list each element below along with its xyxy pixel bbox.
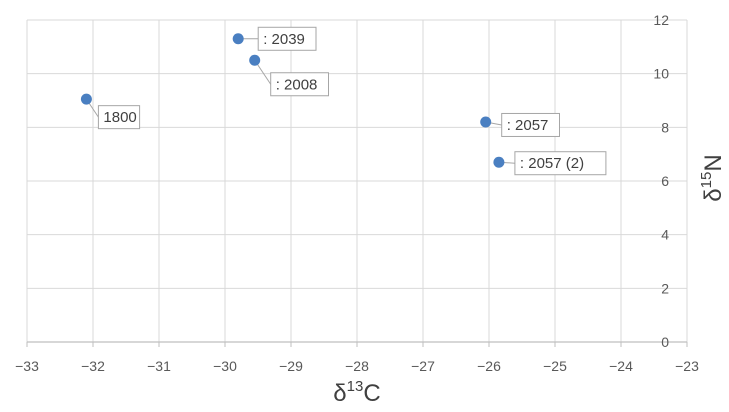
x-tick-labels: −33 −32 −31 −30 −29 −28 −27 −26 −25 −24 −23 [15, 358, 699, 374]
x-tick-label: −33 [15, 358, 39, 374]
data-label-box [270, 72, 330, 97]
data-label-text: 1800 [103, 109, 136, 126]
x-tick-label: −24 [609, 358, 633, 374]
grid [26, 19, 688, 347]
x-tick-label: −23 [675, 358, 699, 374]
data-label-box [257, 26, 317, 51]
x-tick-label: −30 [213, 358, 237, 374]
data-label: : 2057 (2) [514, 151, 607, 176]
x-tick-label: −28 [345, 358, 369, 374]
y-tick-label: 4 [661, 227, 669, 243]
x-tick-label: −32 [81, 358, 105, 374]
data-label: : 2008 [270, 72, 330, 97]
y-tick-label: 2 [661, 280, 669, 296]
x-tick-label: −26 [477, 358, 501, 374]
data-label-box [501, 112, 561, 137]
y-tick-labels: 0 2 4 6 8 10 12 [653, 12, 669, 350]
x-tick-label: −31 [147, 358, 171, 374]
x-axis-title: δ13C [333, 378, 380, 407]
x-tick-label: −29 [279, 358, 303, 374]
data-label: : 2057 [501, 112, 561, 137]
data-point [232, 33, 244, 45]
label-leader-lines [85, 38, 515, 164]
data-point [493, 156, 505, 168]
data-points [80, 33, 505, 168]
y-tick-label: 8 [661, 119, 669, 135]
x-tick-label: −27 [411, 358, 435, 374]
data-label-box [514, 151, 607, 176]
data-point [249, 54, 261, 66]
data-labels: 1800 : 2039 : 2008 : 2057 : 2057 (2) [97, 26, 607, 176]
data-label: 1800 [97, 105, 141, 130]
data-label-text: : 2057 (2) [520, 155, 584, 172]
data-point [480, 116, 492, 128]
data-point [80, 93, 92, 105]
y-tick-label: 12 [653, 12, 669, 28]
y-axis-title: δ15N [698, 154, 727, 201]
y-tick-label: 0 [661, 334, 669, 350]
data-label-text: : 2039 [263, 31, 305, 48]
data-label-box [97, 105, 141, 130]
y-tick-label: 10 [653, 66, 669, 82]
y-tick-label: 6 [661, 173, 669, 189]
x-tick-label: −25 [543, 358, 567, 374]
data-label: : 2039 [257, 26, 317, 51]
data-label-text: : 2008 [276, 76, 318, 93]
data-label-text: : 2057 [507, 117, 549, 134]
